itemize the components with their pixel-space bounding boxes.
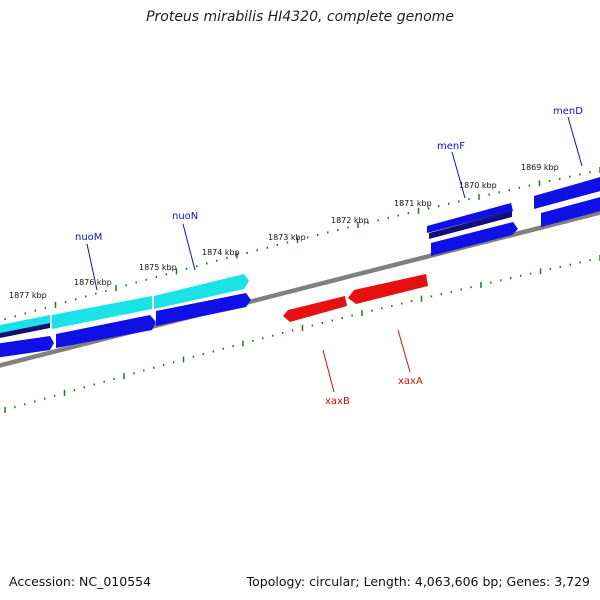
gene-feature-cyan-dark-strip — [0, 323, 50, 338]
gene-feature-xaxB[interactable] — [283, 296, 347, 322]
forward-outer-track — [0, 176, 600, 338]
tick-label-1869: 1869 kbp — [521, 163, 559, 172]
gene-feature-menF-dark — [429, 211, 512, 239]
gene-feature-cyan[interactable] — [0, 315, 50, 334]
tick-label-1870: 1870 kbp — [459, 181, 497, 190]
gene-feature-blue-1[interactable] — [0, 336, 54, 358]
gene-label-menD: menD — [553, 106, 583, 117]
tick-label-1876: 1876 kbp — [74, 278, 112, 287]
tick-labels: 1877 kbp 1876 kbp 1875 kbp 1874 kbp 1873… — [9, 163, 559, 300]
tick-label-1874: 1874 kbp — [202, 248, 240, 257]
gene-feature-blue-2[interactable] — [56, 315, 156, 348]
gene-feature-blue-4[interactable] — [431, 222, 518, 256]
gene-feature-xaxA[interactable] — [348, 274, 428, 304]
upper-tick-ring — [4, 167, 600, 321]
tick-label-1872: 1872 kbp — [331, 216, 369, 225]
accession-text: Accession: NC_010554 — [9, 574, 152, 589]
tick-label-1871: 1871 kbp — [394, 199, 432, 208]
forward-inner-track — [0, 196, 600, 358]
tick-label-1875: 1875 kbp — [139, 263, 177, 272]
genome-backbone — [0, 210, 600, 368]
gene-feature-menF[interactable] — [427, 203, 513, 233]
gene-label-nuoN: nuoN — [172, 211, 198, 222]
gene-label-menF: menF — [437, 141, 465, 152]
gene-label-xaxB: xaxB — [325, 396, 350, 407]
genome-summary-text: Topology: circular; Length: 4,063,606 bp… — [246, 574, 590, 589]
reverse-track — [283, 274, 428, 322]
gene-feature-blue-3[interactable] — [156, 293, 251, 326]
gene-feature-nuoN[interactable] — [154, 274, 249, 309]
gene-feature-blue-5[interactable] — [541, 196, 600, 227]
lower-tick-ring — [4, 255, 600, 413]
tick-label-1873: 1873 kbp — [268, 233, 306, 242]
tick-label-1877: 1877 kbp — [9, 291, 47, 300]
map-title: Proteus mirabilis HI4320, complete genom… — [146, 9, 454, 25]
gene-feature-menD[interactable] — [534, 176, 600, 209]
gene-label-xaxA: xaxA — [398, 376, 423, 387]
gene-label-nuoM: nuoM — [75, 232, 102, 243]
label-pointers — [86, 116, 583, 393]
gene-feature-nuoM[interactable] — [52, 296, 152, 329]
gene-labels: nuoM nuoN menF menD xaxB xaxA — [75, 106, 583, 407]
